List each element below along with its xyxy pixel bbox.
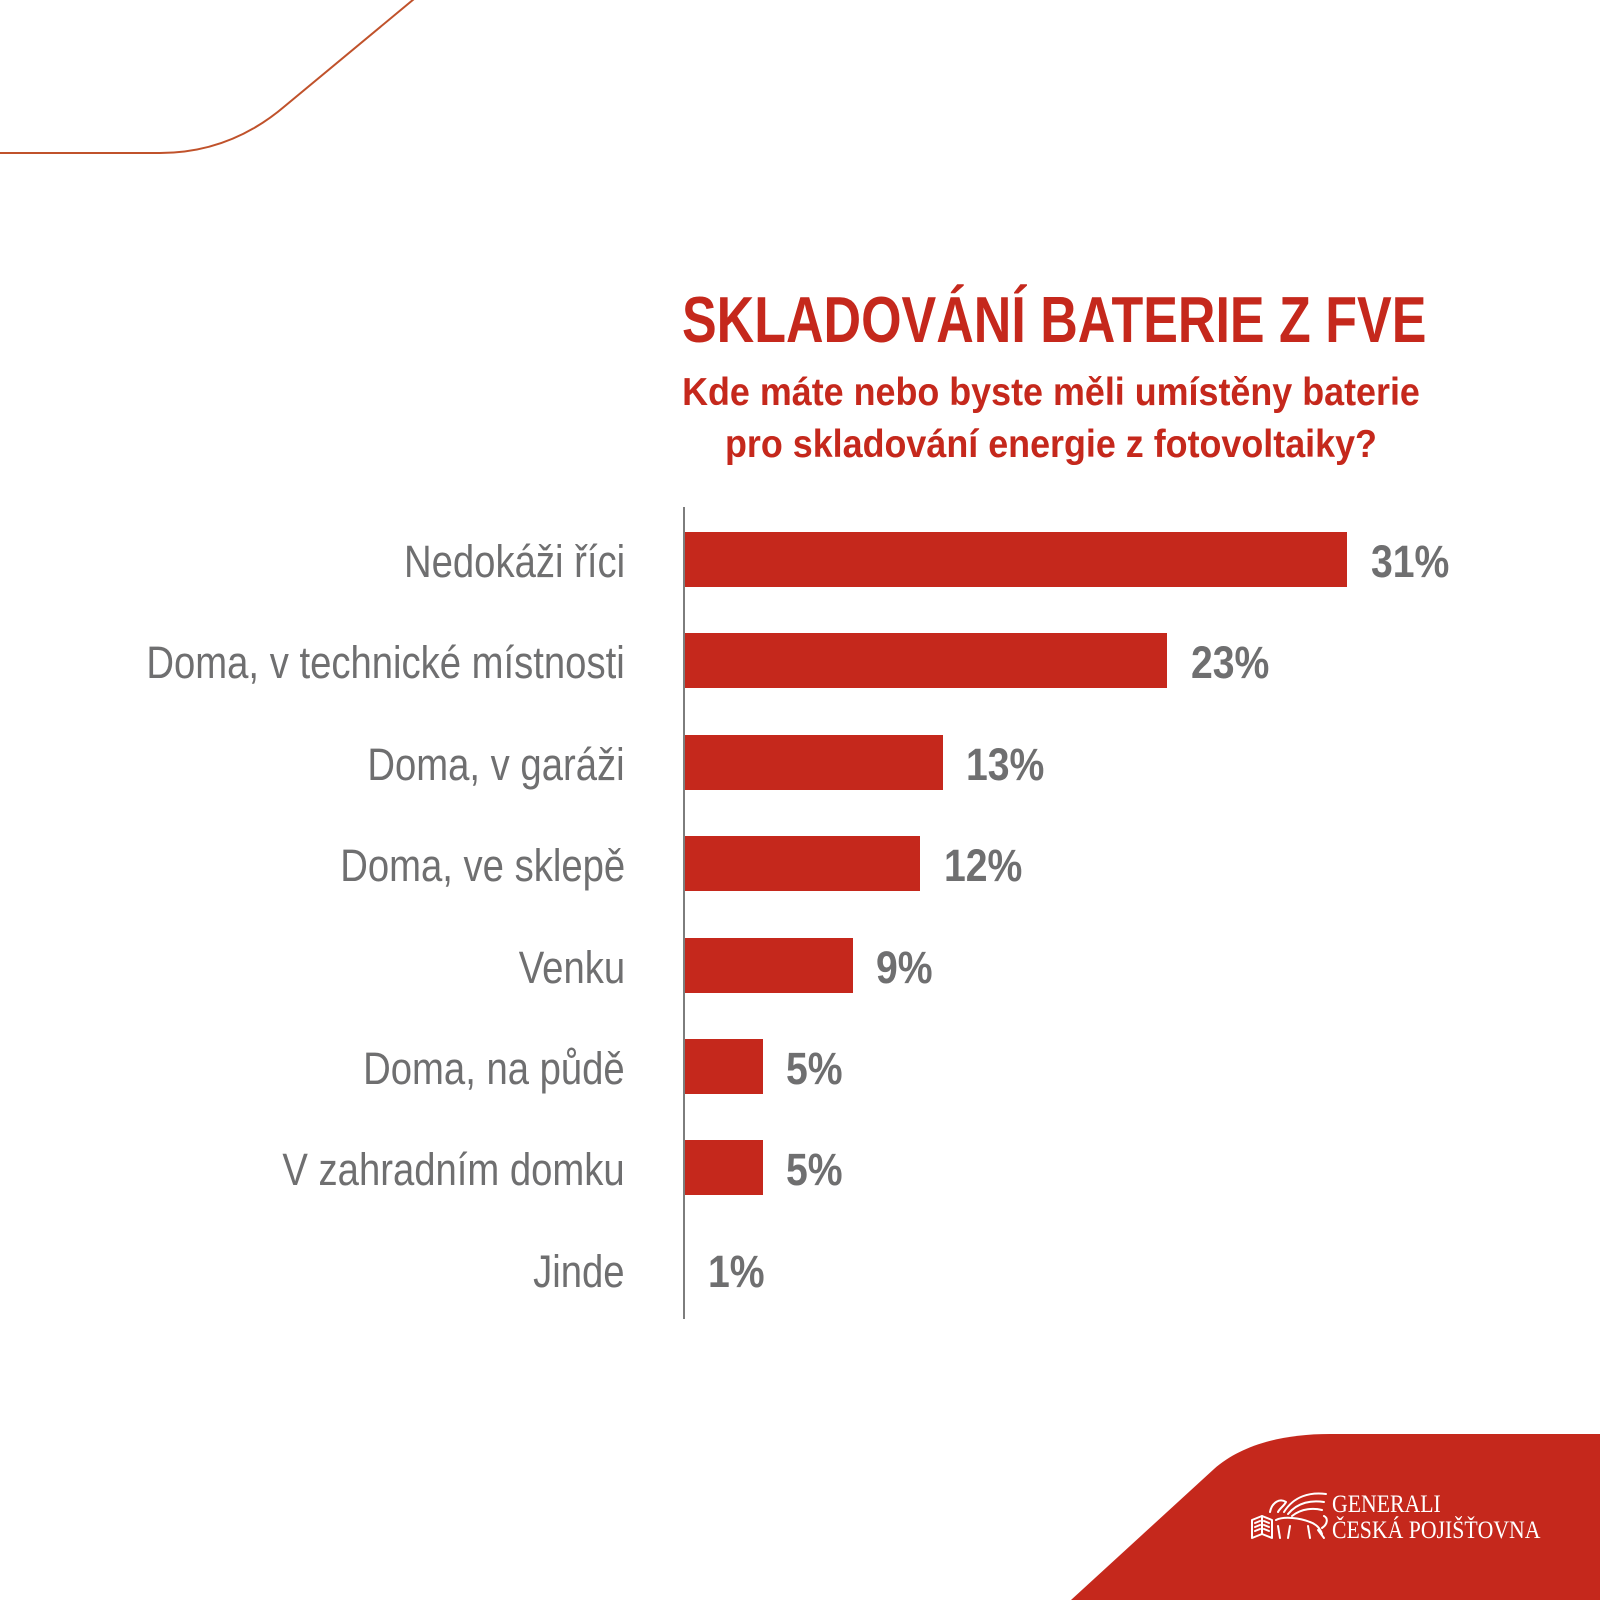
corner-brand-shape	[1071, 1434, 1600, 1600]
bar	[684, 937, 853, 993]
category-label: Doma, ve sklepě	[340, 840, 625, 892]
value-label: 31%	[1370, 536, 1450, 587]
bar	[684, 1039, 763, 1094]
category-label: Venku	[518, 941, 625, 993]
logo-text-line-2: ČESKÁ POJIŠŤOVNA	[1332, 1517, 1541, 1544]
value-label: 23%	[1190, 637, 1270, 689]
value-label: 12%	[943, 840, 1022, 892]
chart-subtitle-line-1: Kde máte nebo byste měli umístěny bateri…	[682, 371, 1420, 414]
bar	[684, 1140, 763, 1196]
bar	[684, 734, 943, 790]
logo-text-line-1: GENERALI	[1332, 1491, 1441, 1518]
value-label: 5%	[786, 1043, 843, 1094]
bar	[684, 532, 1348, 587]
value-label: 9%	[876, 941, 933, 993]
category-axis-line	[683, 507, 685, 1319]
category-label: V zahradním domku	[282, 1144, 625, 1196]
category-label: Doma, v garáži	[367, 738, 625, 790]
value-label: 1%	[707, 1245, 765, 1297]
winged-lion-icon	[1251, 1492, 1328, 1539]
bar	[684, 836, 921, 892]
category-label: Doma, v technické místnosti	[146, 637, 625, 689]
value-label: 5%	[786, 1144, 843, 1196]
category-label: Nedokáži říci	[403, 536, 625, 587]
chart-subtitle-line-2: pro skladování energie z fotovoltaiky?	[725, 423, 1377, 466]
chart-title: SKLADOVÁNÍ BATERIE Z FVE	[682, 283, 1427, 356]
category-label: Doma, na půdě	[363, 1043, 625, 1094]
category-label: Jinde	[533, 1245, 625, 1297]
decorative-curve-line	[0, 0, 415, 154]
bar	[684, 633, 1168, 689]
value-label: 13%	[966, 738, 1045, 790]
